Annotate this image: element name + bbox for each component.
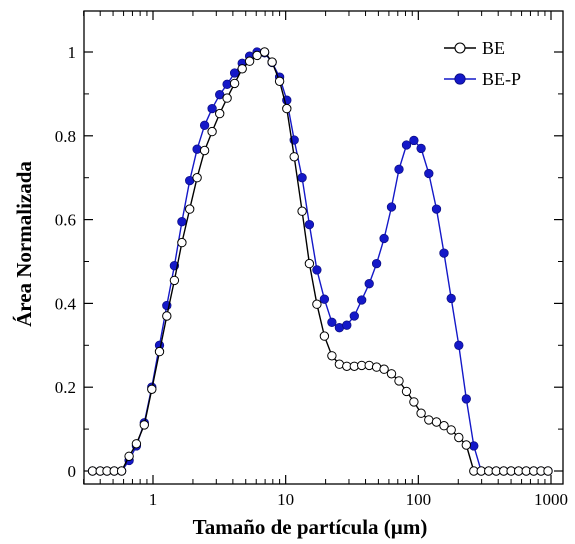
data-point-be	[169, 275, 180, 286]
data-point-be	[259, 47, 270, 57]
data-point-be-p	[327, 317, 337, 327]
data-point-be	[131, 439, 142, 449]
data-point-be	[116, 466, 127, 476]
data-point-be-p	[312, 265, 322, 275]
legend: BE BE-P	[444, 38, 521, 89]
y-tick-label: 0.2	[55, 378, 76, 397]
y-tick-label: 0.6	[55, 211, 76, 230]
x-tick-label: 1	[149, 490, 158, 509]
legend-label-be: BE	[482, 38, 505, 58]
data-point-be	[215, 108, 225, 119]
data-point-be-p	[229, 68, 240, 78]
data-point-be	[289, 152, 299, 162]
data-point-be-p	[177, 217, 187, 227]
data-point-be-p	[297, 173, 307, 183]
series-be-p	[87, 47, 553, 476]
data-point-be	[177, 237, 187, 248]
data-point-be	[252, 50, 262, 61]
data-point-be-p	[409, 135, 419, 146]
data-point-be	[237, 64, 247, 74]
data-point-be	[147, 384, 157, 394]
data-point-be	[461, 440, 471, 450]
data-point-be	[386, 369, 397, 379]
data-point-be	[244, 56, 255, 66]
legend-label-bep: BE-P	[482, 69, 521, 89]
data-point-be	[199, 145, 210, 156]
data-point-be-p	[386, 202, 397, 212]
data-point-be-p	[379, 233, 389, 244]
x-axis-title: Tamaño de partícula (µm)	[193, 515, 428, 539]
data-point-be	[207, 126, 217, 137]
data-point-be-p	[461, 394, 471, 404]
data-point-be	[139, 420, 150, 430]
data-point-be	[312, 299, 322, 309]
data-point-be	[297, 206, 307, 216]
data-point-be	[185, 204, 195, 214]
data-point-be-p	[207, 103, 217, 114]
x-tick-label: 100	[406, 490, 432, 509]
data-point-be	[401, 386, 412, 397]
data-point-be	[267, 57, 277, 67]
data-point-be	[282, 103, 292, 114]
x-tick-label: 1000	[534, 490, 568, 509]
series-layer	[87, 47, 553, 476]
legend-marker-bep	[454, 73, 466, 85]
data-point-be-p	[416, 143, 426, 154]
data-point-be	[379, 364, 389, 374]
data-point-be	[192, 173, 202, 183]
y-axis-title: Área Normalizada	[12, 161, 36, 327]
data-point-be	[543, 466, 553, 476]
data-point-be	[274, 76, 285, 87]
data-point-be	[446, 425, 456, 435]
data-point-be	[439, 421, 449, 431]
legend-marker-be	[454, 42, 466, 54]
data-point-be-p	[424, 168, 434, 179]
y-tick-label: 1	[68, 43, 77, 62]
data-point-be	[162, 311, 172, 321]
data-point-be	[431, 417, 442, 427]
data-point-be-p	[454, 340, 464, 350]
data-point-be	[124, 451, 134, 461]
data-point-be	[394, 376, 404, 386]
plot-frame	[83, 10, 564, 485]
data-point-be-p	[304, 219, 315, 230]
data-point-be-p	[439, 248, 449, 258]
data-point-be	[409, 397, 419, 407]
data-point-be-p	[446, 293, 456, 304]
data-point-be	[222, 93, 232, 103]
data-point-be-p	[431, 204, 442, 214]
data-point-be	[304, 258, 315, 269]
data-point-be	[87, 466, 98, 476]
data-point-be	[229, 78, 240, 89]
data-point-be	[154, 346, 165, 357]
data-point-be-p	[371, 258, 382, 269]
data-point-be	[424, 415, 434, 425]
data-point-be	[416, 408, 426, 418]
data-point-be-p	[364, 279, 374, 289]
data-point-be-p	[357, 295, 367, 305]
axis-ticks: 1 10 100 1000 0 0.2 0.4 0.6 0.8 1	[55, 11, 568, 509]
data-point-be-p	[349, 311, 359, 321]
data-point-be	[319, 331, 330, 341]
data-point-be-p	[401, 140, 412, 150]
data-point-be-p	[394, 164, 404, 174]
data-point-be-p	[319, 294, 330, 304]
y-tick-label: 0.8	[55, 127, 76, 146]
series-line-be	[92, 51, 548, 472]
y-tick-label: 0	[68, 462, 77, 481]
y-tick-label: 0.4	[55, 294, 77, 313]
data-point-be	[327, 351, 337, 361]
series-line-be-p	[92, 51, 548, 472]
data-point-be-p	[342, 320, 352, 330]
series-be	[87, 47, 553, 476]
x-tick-label: 10	[277, 490, 294, 509]
data-point-be-p	[199, 120, 210, 130]
data-point-be	[454, 432, 464, 443]
